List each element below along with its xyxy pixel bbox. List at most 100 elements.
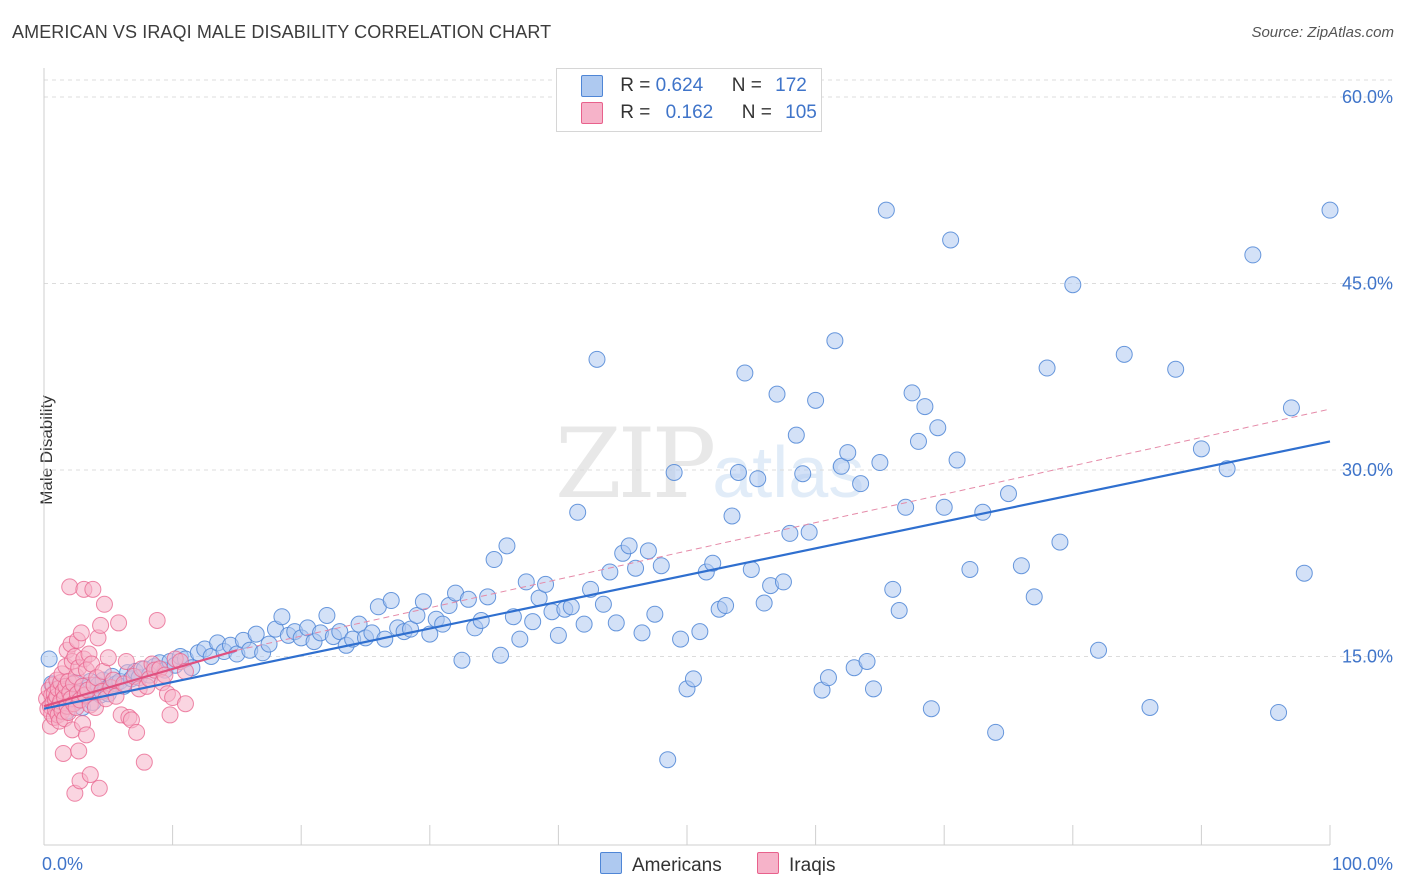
americans-point [659,751,677,769]
americans-legend-swatch [600,852,622,874]
legend-n-value: 105 [785,102,817,124]
legend-item-americans: Americans [600,852,722,877]
legend-r-label: R = [620,75,651,97]
americans-point [884,580,902,598]
americans-point [916,398,934,416]
americans-point [717,597,735,615]
iraqis-point [81,766,99,784]
americans-point [1025,588,1043,606]
americans-point [929,419,947,437]
americans-point [935,498,953,516]
americans-point [852,475,870,493]
iraqis-point [72,624,90,642]
americans-point [794,465,812,483]
americans-point [549,626,567,644]
iraqis-point [176,695,194,713]
watermark-zip: ZIP [555,408,716,520]
americans-point [1064,276,1082,294]
americans-point [382,592,400,610]
iraqis-swatch [581,102,603,124]
americans-point [575,615,593,633]
americans-point [1012,557,1030,575]
americans-point [414,593,432,611]
iraqis-point [95,595,113,613]
iraqis-trend-line [43,649,238,708]
x-tick-label: 0.0% [42,854,83,874]
trend-lines [43,408,1331,710]
americans-point [492,646,510,664]
americans-point [736,364,754,382]
americans-point [627,559,645,577]
iraqis-point [148,611,166,629]
americans-point [774,573,792,591]
americans-point [826,332,844,350]
americans-point [839,444,857,462]
tick-labels: 15.0% 30.0% 45.0% 60.0% 0.0% 100.0% [42,87,1393,874]
americans-point [1295,564,1313,582]
americans-point [877,201,895,219]
americans-point [511,630,529,648]
americans-point [1141,698,1159,716]
americans-point [807,391,825,409]
americans-point [684,670,702,688]
legend-r-value: 0.162 [665,102,714,124]
americans-point [961,560,979,578]
americans-point [569,503,587,521]
americans-point [247,625,265,643]
legend-label: Americans [632,855,722,876]
x-tick-label: 100.0% [1332,854,1393,874]
americans-point [749,470,767,488]
americans-point [942,231,960,249]
americans-point [318,606,336,624]
americans-point [787,426,805,444]
iraqis-point [135,753,153,771]
americans-point [909,432,927,450]
americans-point [594,595,612,613]
americans-point [453,651,471,669]
iraqis-point [128,723,146,741]
americans-point [639,542,657,560]
americans-point [350,615,368,633]
legend-row-iraqis: R = 0.162 N = 105 [581,102,817,126]
iraqis-point [77,726,95,744]
americans-point [800,523,818,541]
americans-point [819,669,837,687]
americans-point [864,680,882,698]
americans-point [459,590,477,608]
americans-point [1270,703,1288,721]
americans-point [601,563,619,581]
iraqis-point [161,706,179,724]
legend-item-iraqis: Iraqis [757,852,836,877]
americans-point [723,507,741,525]
source-label: Source: ZipAtlas.com [1251,24,1394,41]
iraqis-legend-swatch [757,852,780,874]
americans-point [832,457,850,475]
americans-point [1218,460,1236,478]
axes [43,68,1331,846]
americans-point [273,608,291,626]
americans-point [665,463,683,481]
americans-point [768,385,786,403]
correlation-legend: R = 0.624 N = 172 R = 0.162 N = 105 [556,68,822,132]
americans-point [607,614,625,632]
americans-point [588,350,606,368]
iraqis-points [38,578,194,802]
americans-point [1051,533,1069,551]
americans-point [1244,246,1262,264]
y-tick-label: 15.0% [1342,647,1393,667]
series-legend: Americans Iraqis [600,852,866,877]
americans-point [537,575,555,593]
americans-points [40,201,1339,769]
y-tick-label: 60.0% [1342,87,1393,107]
americans-point [1282,399,1300,417]
americans-point [858,652,876,670]
americans-point [472,611,490,629]
americans-point [948,451,966,469]
americans-point [871,454,889,472]
iraqis-point [90,779,108,797]
americans-point [485,551,503,569]
legend-r-label: R = [620,102,651,124]
americans-point [672,630,690,648]
americans-point [704,554,722,572]
americans-point [755,594,773,612]
